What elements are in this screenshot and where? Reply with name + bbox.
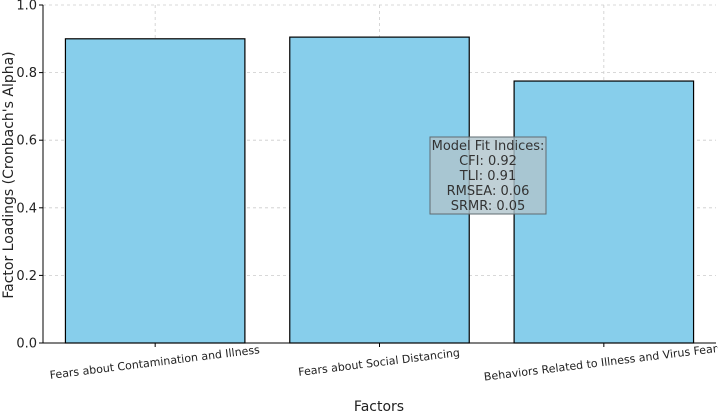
x-tick-label: Behaviors Related to Illness and Virus F… [483, 341, 718, 383]
annotation-line: RMSEA: 0.06 [447, 184, 530, 199]
y-axis-title: Factor Loadings (Cronbach's Alpha) [1, 51, 17, 298]
annotation-line: CFI: 0.92 [459, 154, 517, 169]
annotation-line: SRMR: 0.05 [451, 199, 526, 214]
y-tick-label: 1.0 [16, 0, 37, 14]
x-axis-title: Factors [354, 399, 404, 412]
bars [64, 36, 695, 344]
y-tick-label: 0.6 [16, 134, 37, 149]
x-tick-label: Fears about Social Distancing [298, 346, 461, 379]
y-tick-labels: 0.0 0.2 0.4 0.6 0.8 1.0 [16, 0, 43, 352]
bar [64, 38, 246, 344]
y-tick-label: 0.4 [16, 201, 37, 216]
y-tick-label: 0.8 [16, 66, 37, 81]
y-tick-label: 0.0 [16, 337, 37, 352]
x-tick-labels: Fears about Contamination and Illness Fea… [49, 341, 718, 383]
annotation-line: Model Fit Indices: [432, 139, 545, 154]
annotation-box [429, 136, 547, 215]
x-tick-label: Fears about Contamination and Illness [49, 343, 261, 382]
y-tick-label: 0.2 [16, 269, 37, 284]
annotation-line: TLI: 0.91 [459, 169, 516, 184]
